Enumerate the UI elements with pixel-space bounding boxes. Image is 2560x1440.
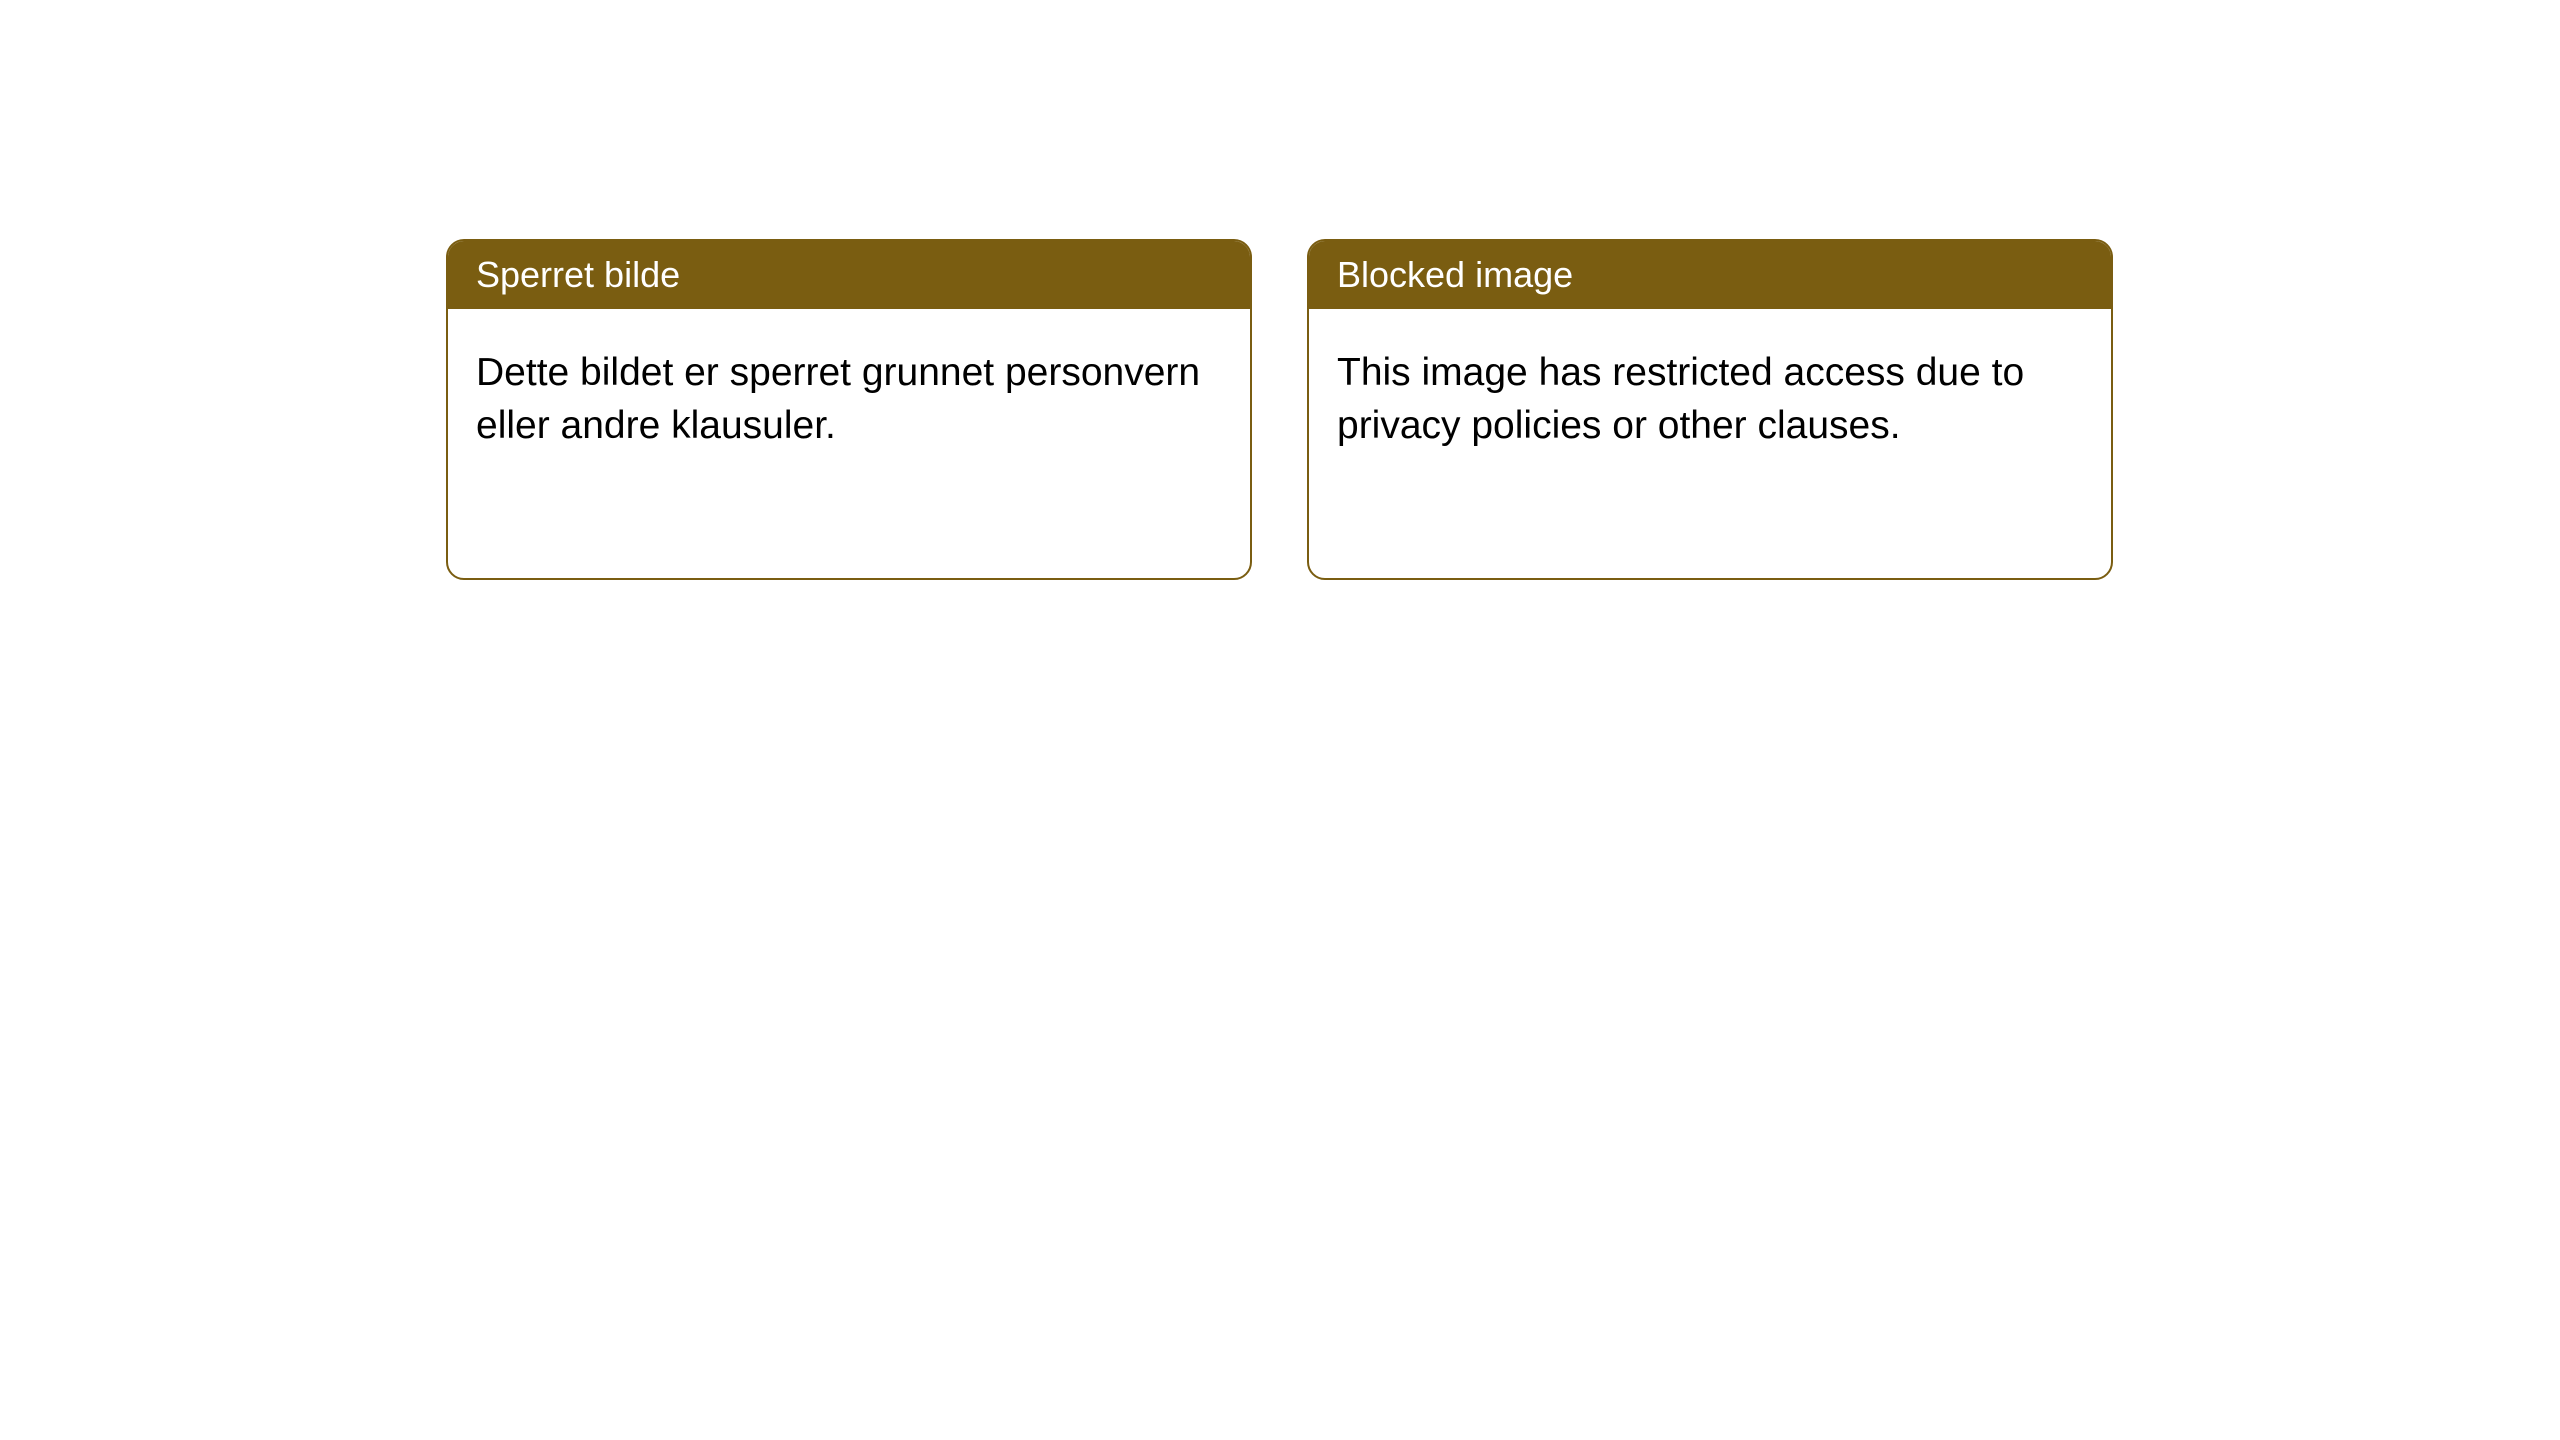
- card-header: Blocked image: [1309, 241, 2111, 309]
- card-body: Dette bildet er sperret grunnet personve…: [448, 309, 1250, 490]
- blocked-image-card-en: Blocked image This image has restricted …: [1307, 239, 2113, 580]
- blocked-image-card-no: Sperret bilde Dette bildet er sperret gr…: [446, 239, 1252, 580]
- card-header: Sperret bilde: [448, 241, 1250, 309]
- notice-cards-container: Sperret bilde Dette bildet er sperret gr…: [446, 239, 2113, 580]
- card-body: This image has restricted access due to …: [1309, 309, 2111, 490]
